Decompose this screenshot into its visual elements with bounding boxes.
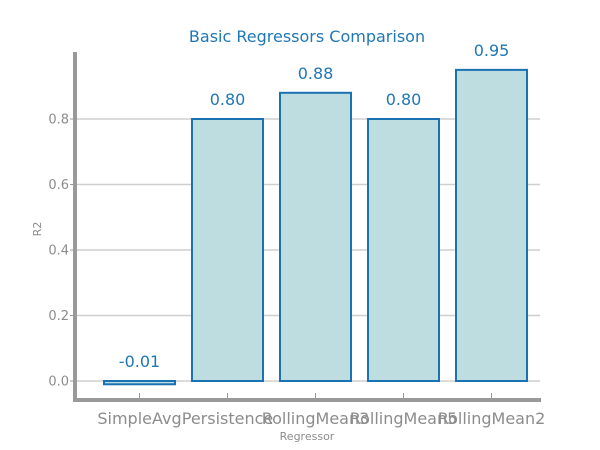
y-axis-label: R2 xyxy=(31,222,44,237)
x-axis-label: Regressor xyxy=(280,430,335,443)
y-tick-label: 0.2 xyxy=(48,309,69,324)
data-label: 0.80 xyxy=(386,90,422,109)
chart-title: Basic Regressors Comparison xyxy=(189,27,425,46)
x-tick-label: SimpleAvg xyxy=(97,409,181,428)
bar-persistence xyxy=(191,118,264,382)
y-tick-label: 0.8 xyxy=(48,113,69,128)
data-label: -0.01 xyxy=(119,352,160,371)
bar-simpleavg xyxy=(103,380,176,386)
y-tick-label: 0.0 xyxy=(48,375,69,390)
x-ticks: SimpleAvg PersistenceRollingMean3RollingM… xyxy=(97,393,545,428)
data-labels: -0.01 0.80 0.88 0.80 0.95 xyxy=(119,41,510,371)
y-ticks: 0.0 0.2 0.4 0.6 0.8 xyxy=(48,113,75,390)
x-tick-label: RollingMean3 xyxy=(262,409,370,428)
data-label: 0.80 xyxy=(210,90,246,109)
x-tick-label: RollingMean2 xyxy=(438,409,546,428)
data-label: 0.88 xyxy=(298,64,334,83)
y-tick-label: 0.4 xyxy=(48,244,69,259)
data-label: 0.95 xyxy=(474,41,510,60)
y-tick-label: 0.6 xyxy=(48,178,69,193)
bar-rollingmean3 xyxy=(279,91,352,383)
x-tick-label: RollingMean5 xyxy=(350,409,458,428)
bars xyxy=(103,68,528,386)
bar-rollingmean5 xyxy=(367,118,440,382)
bar-rollingmean2 xyxy=(455,68,528,382)
x-tick-label: Persistence xyxy=(182,409,274,428)
